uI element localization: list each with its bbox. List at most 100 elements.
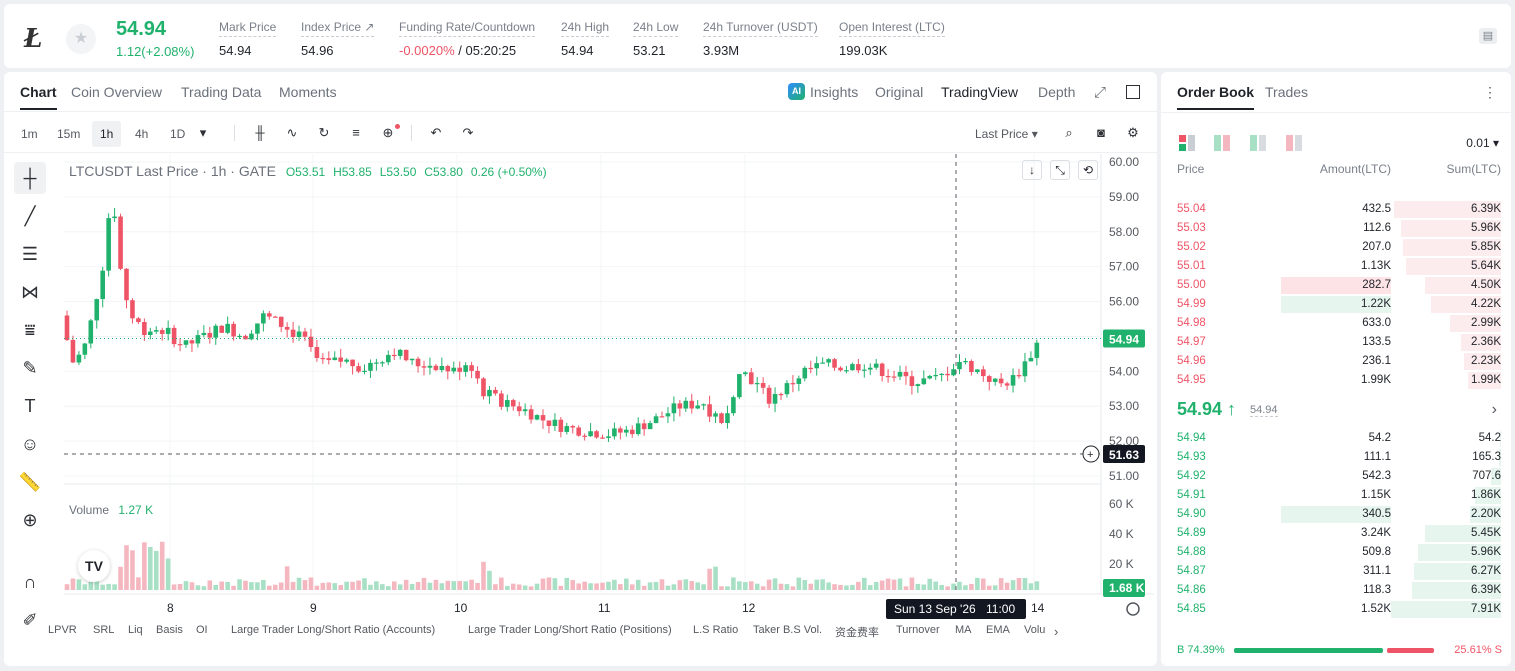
- timeframe-4h[interactable]: 4h: [135, 127, 149, 141]
- bid-depth-bar: [1391, 601, 1501, 618]
- indicator-srl[interactable]: SRL: [93, 624, 115, 636]
- bid-row[interactable]: 54.87 311.1 6.27K: [1161, 562, 1511, 581]
- timeframe-dropdown-icon[interactable]: ▾: [199, 125, 207, 140]
- screenshot-icon[interactable]: ◙: [1097, 125, 1105, 140]
- stat-index-price[interactable]: Index Price ↗ 54.96: [301, 20, 375, 58]
- chevron-right-icon[interactable]: ›: [1054, 624, 1059, 639]
- indicator-taker-bs[interactable]: Taker B.S Vol.: [753, 624, 823, 636]
- volume-bar: [612, 579, 617, 590]
- bid-row[interactable]: 54.85 1.52K 7.91K: [1161, 600, 1511, 619]
- fullscreen-icon[interactable]: [1126, 85, 1140, 99]
- undo-icon[interactable]: ↶: [430, 125, 442, 140]
- indicator-turnover[interactable]: Turnover: [896, 624, 940, 636]
- ask-row[interactable]: 55.03 112.6 5.96K: [1161, 219, 1511, 238]
- price-chart[interactable]: 60.0059.0058.0057.0056.0055.0054.0053.00…: [64, 154, 1161, 666]
- tab-trades[interactable]: Trades: [1265, 84, 1309, 100]
- timeframe-1h[interactable]: 1h: [92, 121, 122, 147]
- horizontal-lines-icon[interactable]: ☰: [21, 244, 39, 264]
- ask-row[interactable]: 55.02 207.0 5.85K: [1161, 238, 1511, 257]
- candle-body: [766, 387, 772, 404]
- search-icon[interactable]: ⌕: [1065, 125, 1073, 140]
- indicator-lpvr[interactable]: LPVR: [48, 624, 77, 636]
- timeframe-1m[interactable]: 1m: [21, 127, 38, 141]
- tab-moments[interactable]: Moments: [279, 84, 337, 100]
- templates-icon[interactable]: ≡: [352, 125, 360, 140]
- bid-row[interactable]: 54.86 118.3 6.39K: [1161, 581, 1511, 600]
- bid-row[interactable]: 54.94 54.2 54.2: [1161, 429, 1511, 448]
- bid-row[interactable]: 54.89 3.24K 5.45K: [1161, 524, 1511, 543]
- ask-row[interactable]: 54.95 1.99K 1.99K: [1161, 371, 1511, 390]
- reset-icon[interactable]: ⟲: [1078, 160, 1098, 180]
- redo-icon[interactable]: ↷: [462, 125, 474, 140]
- crosshair-icon[interactable]: ┼: [14, 162, 46, 194]
- ask-depth-bar: [1403, 239, 1501, 256]
- ask-row[interactable]: 54.98 633.0 2.99K: [1161, 314, 1511, 333]
- pencil-lock-icon[interactable]: ✐: [22, 610, 38, 630]
- trend-line-icon[interactable]: ╱: [24, 206, 36, 226]
- bid-row[interactable]: 54.92 542.3 707.6: [1161, 467, 1511, 486]
- expand-icon[interactable]: ⤢: [1094, 84, 1107, 101]
- indicator-liq[interactable]: Liq: [128, 624, 143, 636]
- bid-row[interactable]: 54.90 340.5 2.20K: [1161, 505, 1511, 524]
- tab-depth[interactable]: Depth: [1038, 84, 1076, 100]
- timeframe-1d[interactable]: 1D: [170, 127, 186, 141]
- ask-row[interactable]: 54.96 236.1 2.23K: [1161, 352, 1511, 371]
- price-source-select[interactable]: Last Price ▾: [975, 127, 1038, 141]
- timeframe-15m[interactable]: 15m: [57, 127, 81, 141]
- replay-icon[interactable]: ↻: [318, 125, 330, 140]
- indicator-volume[interactable]: Volu: [1024, 624, 1046, 636]
- volume-bar: [659, 579, 665, 590]
- tab-coin-overview[interactable]: Coin Overview: [71, 84, 163, 100]
- settings-gear-icon[interactable]: ⚙: [1127, 125, 1139, 140]
- text-tool-icon[interactable]: T: [24, 396, 36, 416]
- bid-row[interactable]: 54.88 509.8 5.96K: [1161, 543, 1511, 562]
- more-menu-icon[interactable]: ⋮: [1483, 84, 1497, 100]
- bid-row[interactable]: 54.91 1.15K 1.86K: [1161, 486, 1511, 505]
- view-asks-icon[interactable]: [1286, 135, 1302, 151]
- add-alert-icon[interactable]: ⊕: [382, 125, 394, 140]
- indicators-icon[interactable]: ∿: [286, 125, 298, 140]
- volume-bar: [737, 581, 742, 590]
- ask-sum: 5.64K: [1470, 260, 1501, 272]
- ask-row[interactable]: 55.00 282.7 4.50K: [1161, 276, 1511, 295]
- tab-chart[interactable]: Chart: [20, 84, 57, 110]
- ask-row[interactable]: 54.97 133.5 2.36K: [1161, 333, 1511, 352]
- indicator-ema[interactable]: EMA: [986, 624, 1010, 636]
- ruler-icon[interactable]: 📏: [18, 472, 42, 492]
- book-icon[interactable]: ▤: [1479, 28, 1497, 44]
- indicator-basis[interactable]: Basis: [156, 624, 183, 636]
- tradingview-logo-icon[interactable]: TV: [78, 550, 110, 582]
- candlestick-chart-svg[interactable]: 60.0059.0058.0057.0056.0055.0054.0053.00…: [64, 154, 1161, 666]
- tab-trading-data[interactable]: Trading Data: [181, 84, 262, 100]
- tab-insights[interactable]: Insights: [810, 84, 859, 100]
- ask-row[interactable]: 55.01 1.13K 5.64K: [1161, 257, 1511, 276]
- indicator-ls-ratio[interactable]: L.S Ratio: [693, 624, 739, 636]
- view-asks-bids-icon[interactable]: [1214, 135, 1230, 151]
- fib-icon[interactable]: ⩸: [24, 320, 36, 340]
- tab-order-book[interactable]: Order Book: [1177, 84, 1255, 110]
- zoom-in-icon[interactable]: ⊕: [22, 510, 38, 530]
- volume-bar: [1022, 578, 1028, 590]
- collapse-icon[interactable]: ⤡: [1050, 160, 1070, 180]
- bid-row[interactable]: 54.93 111.1 165.3: [1161, 448, 1511, 467]
- emoji-icon[interactable]: ☺: [20, 434, 40, 454]
- favorite-star-icon[interactable]: ★: [66, 24, 96, 54]
- view-both-icon[interactable]: [1179, 135, 1195, 151]
- indicator-oi[interactable]: OI: [196, 624, 208, 636]
- chevron-right-icon[interactable]: ›: [1491, 401, 1497, 418]
- indicator-funding-rate[interactable]: 资金费率: [835, 627, 879, 639]
- indicator-lt-accounts[interactable]: Large Trader Long/Short Ratio (Accounts): [231, 624, 436, 636]
- indicator-lt-positions[interactable]: Large Trader Long/Short Ratio (Positions…: [468, 624, 672, 636]
- candles-icon[interactable]: ╫: [255, 125, 265, 140]
- view-bids-icon[interactable]: [1250, 135, 1266, 151]
- tab-tradingview[interactable]: TradingView: [941, 84, 1019, 100]
- precision-select[interactable]: 0.01 ▾: [1466, 136, 1499, 150]
- indicator-ma[interactable]: MA: [955, 624, 972, 636]
- tab-original[interactable]: Original: [875, 84, 924, 100]
- ask-row[interactable]: 54.99 1.22K 4.22K: [1161, 295, 1511, 314]
- brush-icon[interactable]: ✎: [22, 358, 38, 378]
- pattern-icon[interactable]: ⋈: [21, 282, 39, 302]
- ask-row[interactable]: 55.04 432.5 6.39K: [1161, 200, 1511, 219]
- scroll-down-icon[interactable]: ↓: [1022, 160, 1042, 180]
- magnet-icon[interactable]: ∩: [23, 572, 37, 592]
